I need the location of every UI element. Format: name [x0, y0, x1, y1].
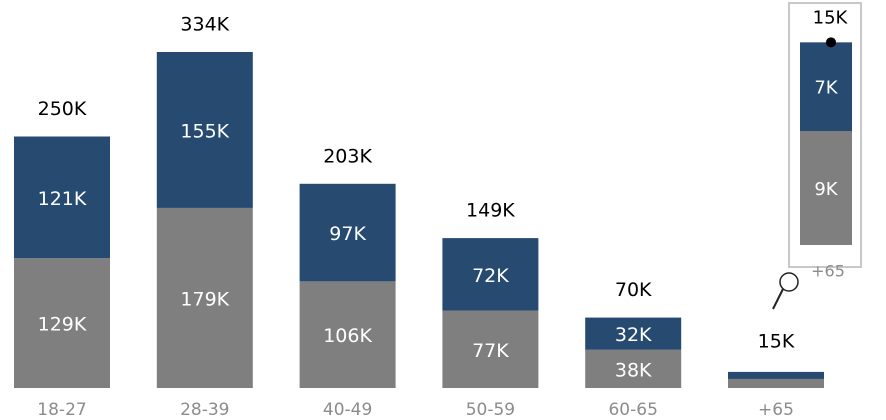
value-label: 155K [180, 120, 229, 142]
bar-segment [156, 52, 253, 208]
total-label: 70K [615, 279, 652, 301]
bar-segment [442, 310, 539, 388]
x-tick-label: 28-39 [180, 400, 229, 420]
x-tick-label: +65 [758, 400, 794, 420]
bar-segment [585, 349, 682, 388]
bar-segment [442, 238, 539, 311]
bar-segment [299, 183, 396, 282]
total-label: 203K [323, 145, 372, 167]
bar-segment [728, 371, 824, 379]
x-tick-label: +65 [811, 262, 845, 281]
total-label: 250K [38, 98, 87, 120]
value-label: 9K [814, 179, 838, 200]
x-tick-label: 40-49 [323, 400, 372, 420]
value-label: 97K [329, 223, 366, 245]
bar-segment [299, 281, 396, 388]
bar-segment [14, 258, 110, 388]
magnifier-icon [772, 272, 799, 310]
total-label: 15K [758, 330, 795, 352]
value-label: 38K [615, 359, 652, 381]
total-label: 15K [813, 7, 849, 28]
value-label: 7K [814, 78, 838, 99]
bar-segment [800, 131, 852, 245]
value-label: 121K [38, 188, 87, 210]
bar-segment [156, 207, 253, 388]
x-tick-label: 60-65 [608, 400, 657, 420]
value-label: 106K [323, 325, 372, 347]
value-label: 72K [472, 265, 509, 287]
bar-segment [728, 378, 824, 388]
x-tick-label: 50-59 [466, 400, 515, 420]
value-label: 77K [472, 340, 509, 362]
x-tick-label: 18-27 [37, 400, 86, 420]
bar-segment [585, 317, 682, 350]
bar-segment [800, 42, 852, 132]
total-marker [826, 37, 836, 48]
bar-segment [14, 136, 110, 259]
total-label: 149K [466, 200, 515, 222]
value-label: 179K [180, 288, 229, 310]
zoom-frame [788, 2, 862, 268]
value-label: 129K [38, 314, 87, 336]
total-label: 334K [180, 14, 229, 36]
value-label: 32K [615, 324, 652, 346]
